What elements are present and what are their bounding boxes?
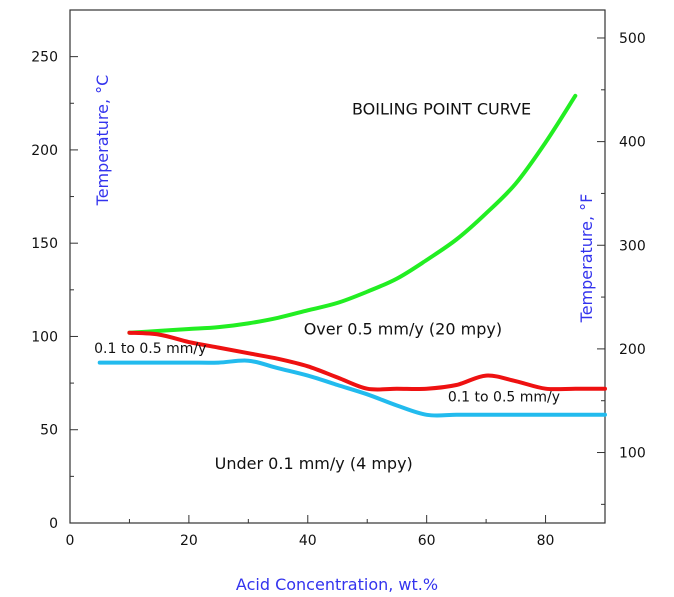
- x-tick-label: 20: [180, 533, 198, 549]
- y-tick-label: 50: [40, 423, 58, 439]
- y-axis-title-right: Temperature, °F: [577, 194, 596, 324]
- y-tick-label: 100: [31, 329, 58, 345]
- y-tick-label: 200: [31, 143, 58, 159]
- chart-annotation: Over 0.5 mm/y (20 mpy): [304, 320, 502, 339]
- chart-annotation: BOILING POINT CURVE: [352, 99, 531, 118]
- y2-tick-label: 200: [619, 342, 646, 358]
- chart-annotation: 0.1 to 0.5 mm/y: [94, 341, 206, 357]
- y-tick-label: 0: [49, 516, 58, 532]
- y2-tick-label: 400: [619, 135, 646, 151]
- x-tick-label: 40: [299, 533, 317, 549]
- boiling-point-curve-line: [127, 93, 578, 335]
- x-tick-label: 0: [66, 533, 75, 549]
- plot-frame: [69, 9, 606, 524]
- red-boundary-line: [127, 330, 607, 392]
- chart-annotation: 0.1 to 0.5 mm/y: [448, 390, 560, 406]
- annotations-layer: BOILING POINT CURVE Over 0.5 mm/y (20 mpy…: [94, 99, 560, 472]
- y-tick-label: 250: [31, 50, 58, 66]
- series-layer: [97, 93, 607, 418]
- chart-annotation: Under 0.1 mm/y (4 mpy): [215, 454, 413, 473]
- ticks-layer: 0 20 40 60 80 0 50 100 150 200 250 100 200 300 400 500: [31, 9, 646, 549]
- y2-tick-label: 300: [619, 238, 646, 254]
- x-axis-title: Acid Concentration, wt.%: [236, 575, 438, 594]
- blue-boundary-line: [97, 358, 607, 418]
- y-tick-label: 150: [31, 236, 58, 252]
- x-tick-label: 60: [418, 533, 436, 549]
- y-axis-title-left: Temperature, °C: [93, 75, 112, 207]
- y2-tick-label: 500: [619, 31, 646, 47]
- x-tick-label: 80: [537, 533, 555, 549]
- y2-tick-label: 100: [619, 446, 646, 462]
